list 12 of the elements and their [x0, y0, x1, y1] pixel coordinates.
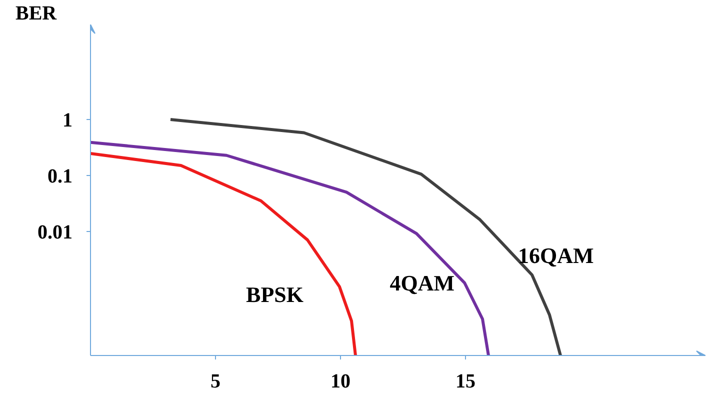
y-tick-label: 0.01 — [38, 221, 72, 244]
line-series — [90, 140, 490, 356]
y-tick-label: 0.1 — [48, 165, 72, 188]
series-label: 4QAM — [390, 270, 455, 296]
y-axis-title: BER — [16, 2, 58, 24]
x-tick-label: 15 — [456, 370, 476, 392]
line-series — [90, 152, 357, 356]
x-tick-label: 5 — [210, 370, 220, 392]
y-tick-label: 1 — [62, 109, 72, 132]
series-label: 16QAM — [518, 243, 594, 268]
x-tick-label: 10 — [330, 370, 350, 392]
series-label: BPSK — [246, 282, 304, 308]
